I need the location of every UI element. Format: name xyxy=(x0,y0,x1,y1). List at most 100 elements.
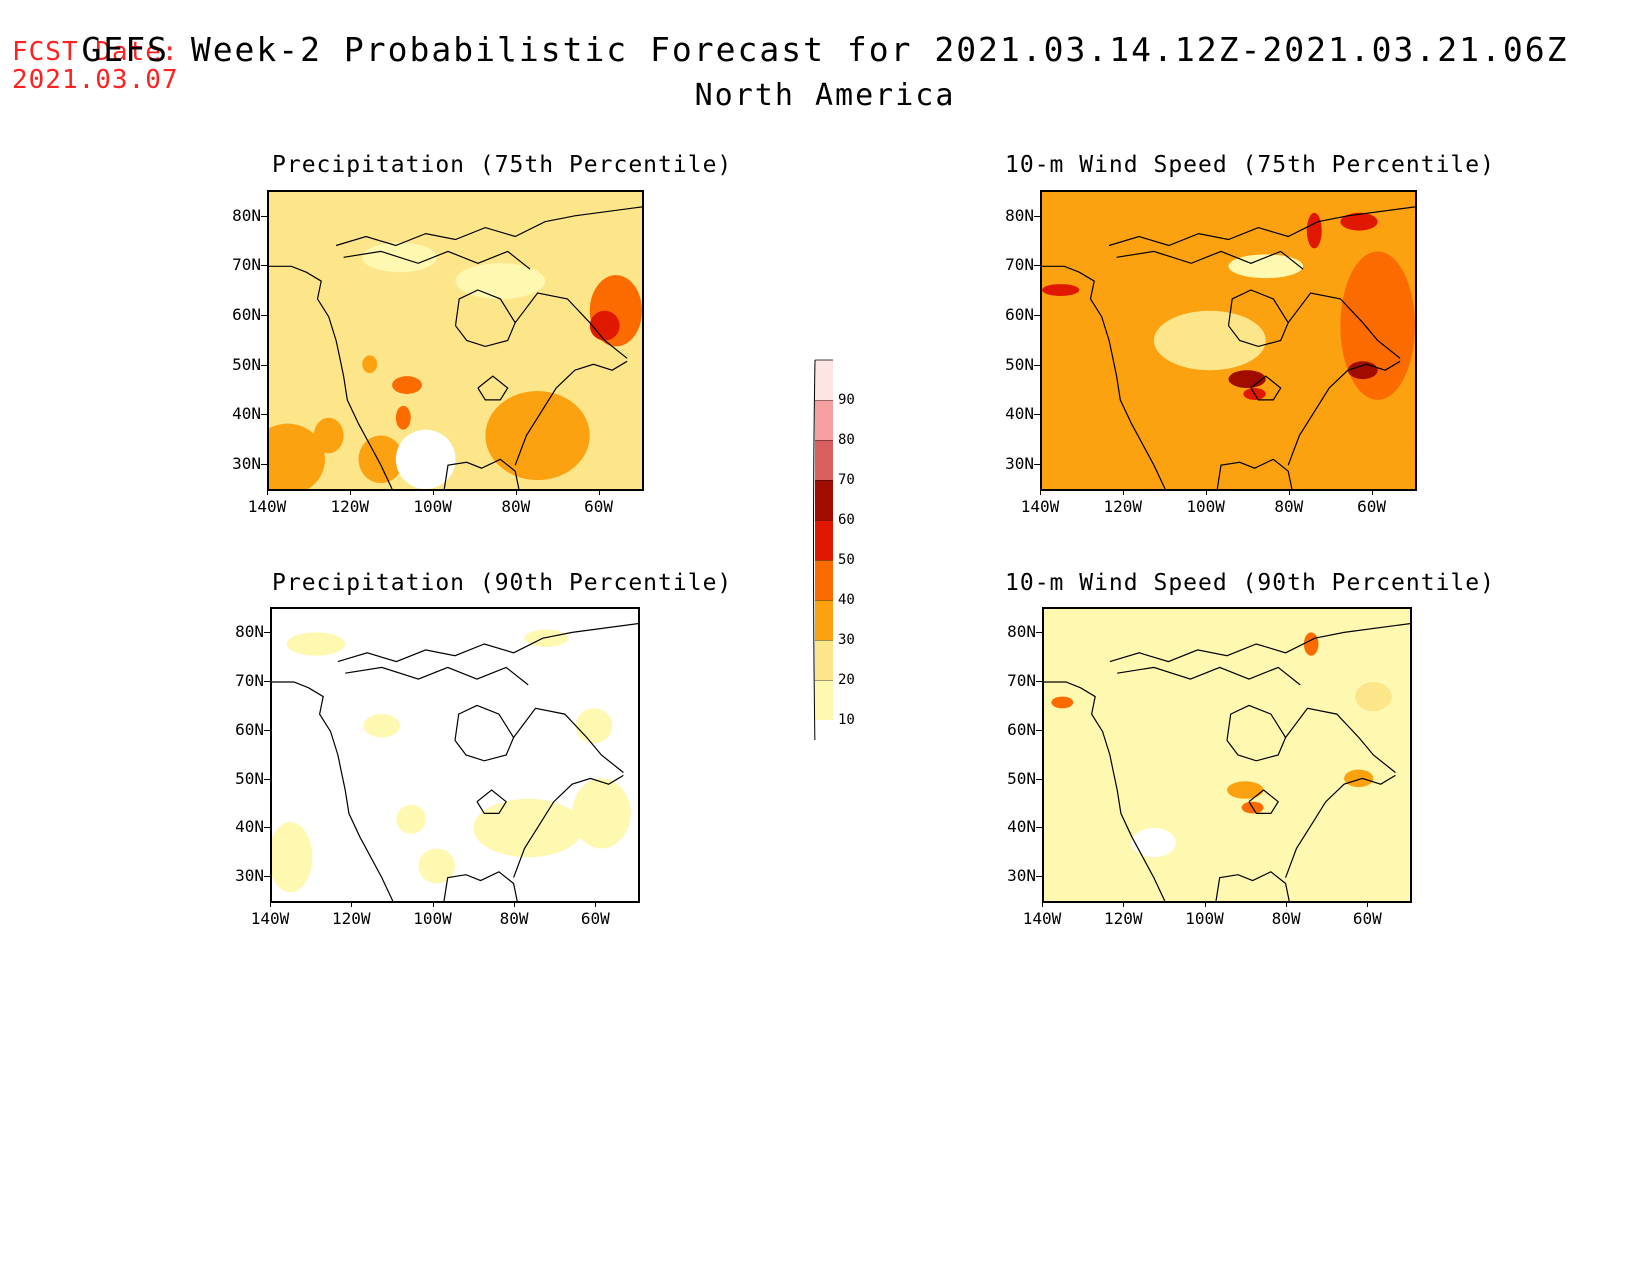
lat-tick-mark xyxy=(261,463,267,465)
map-field-wind75 xyxy=(1042,192,1415,489)
panel-title-wind-75: 10-m Wind Speed (75th Percentile) xyxy=(1005,152,1495,178)
lat-tick-label: 50N xyxy=(1005,354,1034,374)
colorbar-swatch xyxy=(815,480,833,520)
lon-tick-mark xyxy=(1042,901,1043,907)
map-field-precip75 xyxy=(269,192,642,489)
lat-tick-mark xyxy=(1036,876,1042,878)
lon-tick-mark xyxy=(349,489,351,495)
lon-tick-mark xyxy=(1122,489,1124,495)
lon-tick-label: 140W xyxy=(1020,497,1060,516)
lon-tick-mark xyxy=(1288,489,1290,495)
lat-tick-mark xyxy=(1034,265,1040,267)
lon-tick-mark xyxy=(515,489,517,495)
colorbar-swatch xyxy=(815,640,833,680)
map-precip-90 xyxy=(270,607,640,903)
page-title: GEFS Week-2 Probabilistic Forecast for 2… xyxy=(81,30,1569,69)
lat-tick-mark xyxy=(264,632,270,634)
lat-tick-label: 60N xyxy=(235,719,264,739)
lon-tick-mark xyxy=(1286,901,1288,907)
lon-tick-label: 60W xyxy=(584,497,614,516)
lat-tick-label: 30N xyxy=(1005,453,1034,473)
panel-title-precip-90: Precipitation (90th Percentile) xyxy=(272,570,733,596)
panel-title-wind-90: 10-m Wind Speed (90th Percentile) xyxy=(1005,570,1495,596)
lon-tick-mark xyxy=(1371,489,1373,495)
lat-tick-mark xyxy=(261,414,267,416)
colorbar-swatch xyxy=(815,560,833,600)
map-field-precip90 xyxy=(272,609,638,901)
lat-tick-mark xyxy=(1036,681,1042,683)
map-precip-75 xyxy=(267,190,644,491)
colorbar: 10 20 30 40 50 60 70 80 90 xyxy=(810,340,890,751)
lat-tick-label: 80N xyxy=(235,622,264,642)
panel-title-precip-75: Precipitation (75th Percentile) xyxy=(272,152,733,178)
lat-tick-label: 80N xyxy=(1005,205,1034,225)
page-subtitle: North America xyxy=(694,78,956,113)
lon-tick-label: 100W xyxy=(1186,497,1225,516)
lat-tick-mark xyxy=(261,315,267,317)
lat-tick-label: 60N xyxy=(232,305,261,325)
lon-tick-label: 140W xyxy=(1022,909,1062,928)
lon-tick-mark xyxy=(598,489,600,495)
lon-tick-label: 60W xyxy=(1352,909,1382,928)
lat-tick-mark xyxy=(1036,827,1042,829)
lat-tick-label: 80N xyxy=(1007,622,1036,642)
lon-tick-label: 80W xyxy=(1271,909,1301,928)
lat-tick-label: 70N xyxy=(235,671,264,691)
lon-tick-mark xyxy=(1205,489,1207,495)
lon-tick-mark xyxy=(1123,901,1125,907)
colorbar-swatch xyxy=(815,520,833,560)
colorbar-label: 80 xyxy=(838,432,855,448)
lat-tick-mark xyxy=(1034,463,1040,465)
colorbar-swatch xyxy=(815,600,833,640)
forecast-date-value: 2021.03.07 xyxy=(12,65,179,95)
lon-tick-label: 100W xyxy=(413,909,452,928)
coastline xyxy=(269,206,642,489)
lat-tick-label: 30N xyxy=(235,866,264,886)
lon-tick-mark xyxy=(1204,901,1206,907)
colorbar-graphic xyxy=(813,359,833,751)
lat-tick-mark xyxy=(1036,729,1042,731)
lat-tick-label: 40N xyxy=(1007,817,1036,837)
lat-tick-label: 70N xyxy=(232,255,261,275)
forecast-date-label: FCST Date: xyxy=(12,37,179,67)
colorbar-label: 10 xyxy=(838,712,855,728)
lon-tick-label: 140W xyxy=(250,909,290,928)
lon-tick-mark xyxy=(351,901,353,907)
colorbar-label: 90 xyxy=(838,392,855,408)
lat-tick-mark xyxy=(264,827,270,829)
lon-tick-label: 100W xyxy=(1185,909,1224,928)
lat-tick-mark xyxy=(261,215,267,217)
lon-tick-label: 120W xyxy=(1103,909,1143,928)
colorbar-swatch xyxy=(815,680,833,720)
lon-tick-label: 80W xyxy=(1274,497,1304,516)
lat-tick-mark xyxy=(1034,364,1040,366)
lat-tick-label: 50N xyxy=(1007,768,1036,788)
lat-tick-mark xyxy=(261,265,267,267)
lat-tick-label: 70N xyxy=(1007,671,1036,691)
lat-tick-label: 40N xyxy=(1005,404,1034,424)
lon-tick-label: 60W xyxy=(580,909,610,928)
lon-tick-mark xyxy=(432,901,434,907)
map-wind-75 xyxy=(1040,190,1417,491)
lon-tick-mark xyxy=(270,901,271,907)
lon-tick-label: 140W xyxy=(247,497,287,516)
lat-tick-mark xyxy=(1034,414,1040,416)
lon-tick-label: 80W xyxy=(501,497,531,516)
lon-tick-label: 80W xyxy=(499,909,529,928)
lat-tick-label: 50N xyxy=(235,768,264,788)
lat-tick-mark xyxy=(1034,215,1040,217)
colorbar-swatch xyxy=(815,400,833,440)
lat-tick-label: 40N xyxy=(235,817,264,837)
colorbar-label: 30 xyxy=(838,632,855,648)
colorbar-label: 40 xyxy=(838,592,855,608)
colorbar-swatch xyxy=(815,440,833,480)
colorbar-label: 60 xyxy=(838,512,855,528)
forecast-date: FCST Date: 2021.03.07 xyxy=(12,38,179,94)
lon-tick-mark xyxy=(1367,901,1369,907)
colorbar-label: 50 xyxy=(838,552,855,568)
lon-tick-label: 100W xyxy=(413,497,452,516)
coastline xyxy=(1044,623,1410,901)
coastline xyxy=(1042,206,1415,489)
lat-tick-mark xyxy=(264,729,270,731)
colorbar-label: 20 xyxy=(838,672,855,688)
